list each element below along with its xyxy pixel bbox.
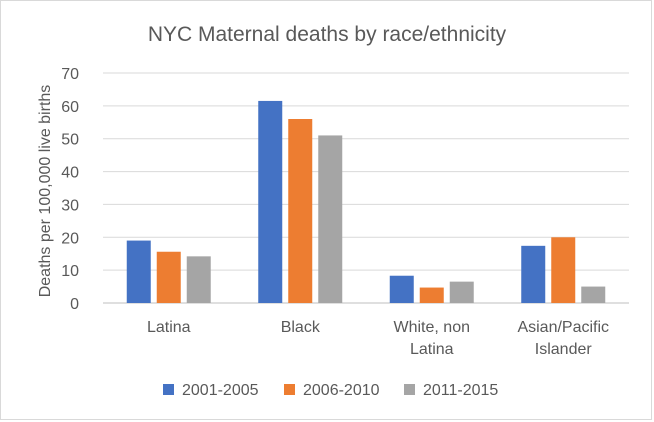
- y-tick-label: 10: [61, 263, 79, 280]
- y-tick-label: 60: [61, 99, 79, 116]
- x-category-label: Black: [281, 319, 321, 336]
- bar-2006-2010-black: [288, 119, 313, 303]
- gridlines: [103, 72, 629, 304]
- chart-title: NYC Maternal deaths by race/ethnicity: [148, 23, 507, 46]
- bar-2001-2005-black: [258, 100, 283, 303]
- bar-2011-2015-latina: [186, 256, 211, 303]
- y-tick-label: 30: [61, 197, 79, 214]
- legend: 2001-2005 2006-2010 2011-2015: [163, 382, 498, 399]
- legend-swatch: [163, 384, 174, 395]
- bar-2011-2015-white-non-latina: [449, 281, 474, 303]
- y-axis-ticks: 0 10 20 30 40 50 60 70: [61, 66, 79, 313]
- bar-2006-2010-white-non-latina: [419, 287, 444, 303]
- bar-2006-2010-latina: [156, 251, 181, 303]
- bars: [126, 100, 606, 303]
- y-tick-label: 20: [61, 230, 79, 247]
- legend-swatch: [404, 384, 415, 395]
- legend-label: 2011-2015: [423, 382, 498, 399]
- legend-label: 2006-2010: [303, 382, 380, 399]
- x-category-label: White, non Latina: [394, 319, 470, 358]
- bar-2011-2015-black: [318, 135, 343, 303]
- y-axis-label: Deaths per 100,000 live births: [37, 85, 54, 298]
- bar-2001-2005-white-non-latina: [389, 275, 414, 303]
- bar-2001-2005-latina: [126, 240, 151, 303]
- x-axis-labels: Latina Black White, non Latina Asian/Pacific…: [147, 319, 609, 358]
- y-tick-label: 50: [61, 132, 79, 149]
- x-category-label: Latina: [147, 319, 191, 336]
- y-tick-label: 0: [70, 296, 79, 313]
- x-category-label: Asian/Pacific Islander: [517, 319, 609, 358]
- bar-2001-2005-asian-pacific-islander: [521, 245, 546, 303]
- bar-2011-2015-asian-pacific-islander: [581, 286, 606, 303]
- legend-label: 2001-2005: [182, 382, 259, 399]
- legend-swatch: [284, 384, 295, 395]
- y-tick-label: 40: [61, 165, 79, 182]
- bar-2006-2010-asian-pacific-islander: [551, 237, 576, 303]
- y-tick-label: 70: [61, 66, 79, 83]
